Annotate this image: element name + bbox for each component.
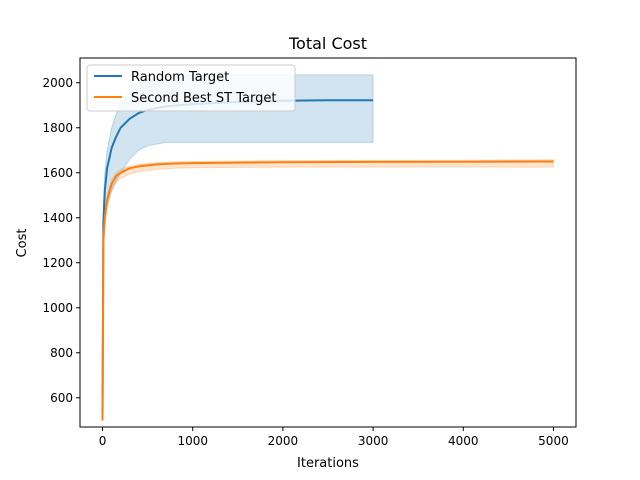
band-second-best-st-target (102, 159, 554, 422)
x-tick-label: 1000 (177, 434, 208, 448)
x-tick-label: 5000 (538, 434, 569, 448)
x-axis-label: Iterations (297, 456, 359, 471)
legend-label-second-best-st-target: Second Best ST Target (131, 91, 276, 106)
line-second-best-st-target (101, 160, 554, 421)
y-axis-ticks: 600 800 1000 1200 1400 1600 1800 2000 (42, 76, 80, 405)
legend-label-random-target: Random Target (131, 70, 229, 85)
confidence-bands (102, 74, 554, 422)
legend-box (86, 64, 296, 112)
y-tick-label: 600 (50, 391, 73, 405)
y-tick-label: 800 (50, 346, 73, 360)
band-random-target (102, 74, 374, 421)
legend: Random Target Second Best ST Target (86, 64, 296, 112)
y-axis-label: Cost (15, 229, 30, 258)
x-tick-label: 3000 (358, 434, 389, 448)
series-lines (101, 99, 554, 421)
x-tick-label: 0 (99, 434, 107, 448)
chart-title: Total Cost (288, 34, 367, 53)
x-tick-label: 2000 (268, 434, 299, 448)
y-tick-label: 2000 (42, 76, 73, 90)
x-tick-label: 4000 (448, 434, 479, 448)
x-axis-ticks: 0 1000 2000 3000 4000 5000 (99, 427, 569, 448)
y-tick-label: 1600 (42, 166, 73, 180)
y-tick-label: 1000 (42, 301, 73, 315)
plot-frame (79, 57, 577, 428)
y-tick-label: 1800 (42, 121, 73, 135)
y-tick-label: 1400 (42, 211, 73, 225)
y-tick-label: 1200 (42, 256, 73, 270)
